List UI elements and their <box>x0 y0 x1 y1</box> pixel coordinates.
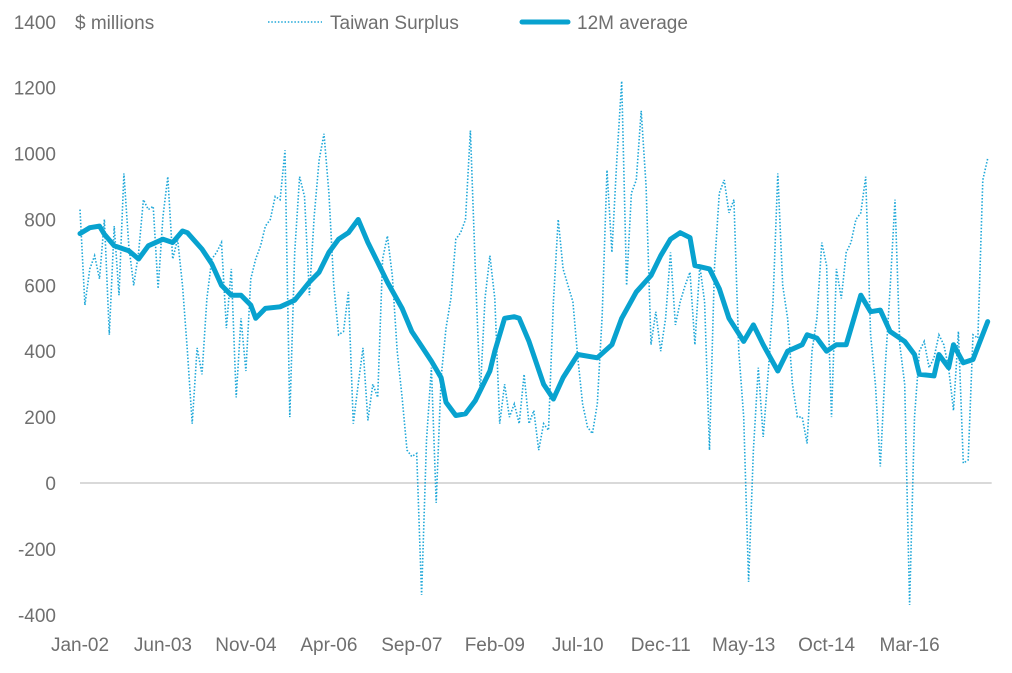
y-tick-label: 200 <box>24 408 56 429</box>
x-tick-label: Jan-02 <box>51 635 109 656</box>
y-tick-label: -200 <box>18 540 56 561</box>
y-tick-label: 600 <box>24 276 56 297</box>
y-tick-label: 800 <box>24 210 56 231</box>
legend: Taiwan Surplus 12M average <box>268 13 688 34</box>
x-tick-label: Sep-07 <box>381 635 442 656</box>
x-axis-ticks: Jan-02 Jun-03 Nov-04 Apr-06 Sep-07 Feb-09 Jul-… <box>51 635 940 656</box>
y-tick-label: 1200 <box>14 79 56 100</box>
x-tick-label: Nov-04 <box>215 635 277 656</box>
x-tick-label: Jul-10 <box>552 635 604 656</box>
legend-label-taiwan-surplus: Taiwan Surplus <box>330 13 459 34</box>
series-taiwan-surplus <box>79 81 989 605</box>
x-tick-label: May-13 <box>712 635 775 656</box>
y-tick-label: 0 <box>45 474 56 495</box>
x-tick-label: Apr-06 <box>300 635 357 656</box>
y-tick-label: -400 <box>18 606 56 627</box>
y-axis-label: $ millions <box>75 13 154 34</box>
legend-label-12m-average: 12M average <box>577 13 688 34</box>
y-tick-label: 1400 <box>14 13 56 34</box>
x-tick-label: Dec-11 <box>631 635 691 656</box>
x-tick-label: Jun-03 <box>134 635 192 656</box>
x-tick-label: Feb-09 <box>465 635 525 656</box>
y-axis-ticks: -400 -200 0 200 400 600 800 1000 1200 1400 <box>14 13 56 627</box>
x-tick-label: Oct-14 <box>798 635 855 656</box>
series-12m-average <box>77 217 991 418</box>
y-tick-label: 400 <box>24 342 56 363</box>
x-tick-label: Mar-16 <box>880 635 940 656</box>
y-tick-label: 1000 <box>14 145 56 166</box>
